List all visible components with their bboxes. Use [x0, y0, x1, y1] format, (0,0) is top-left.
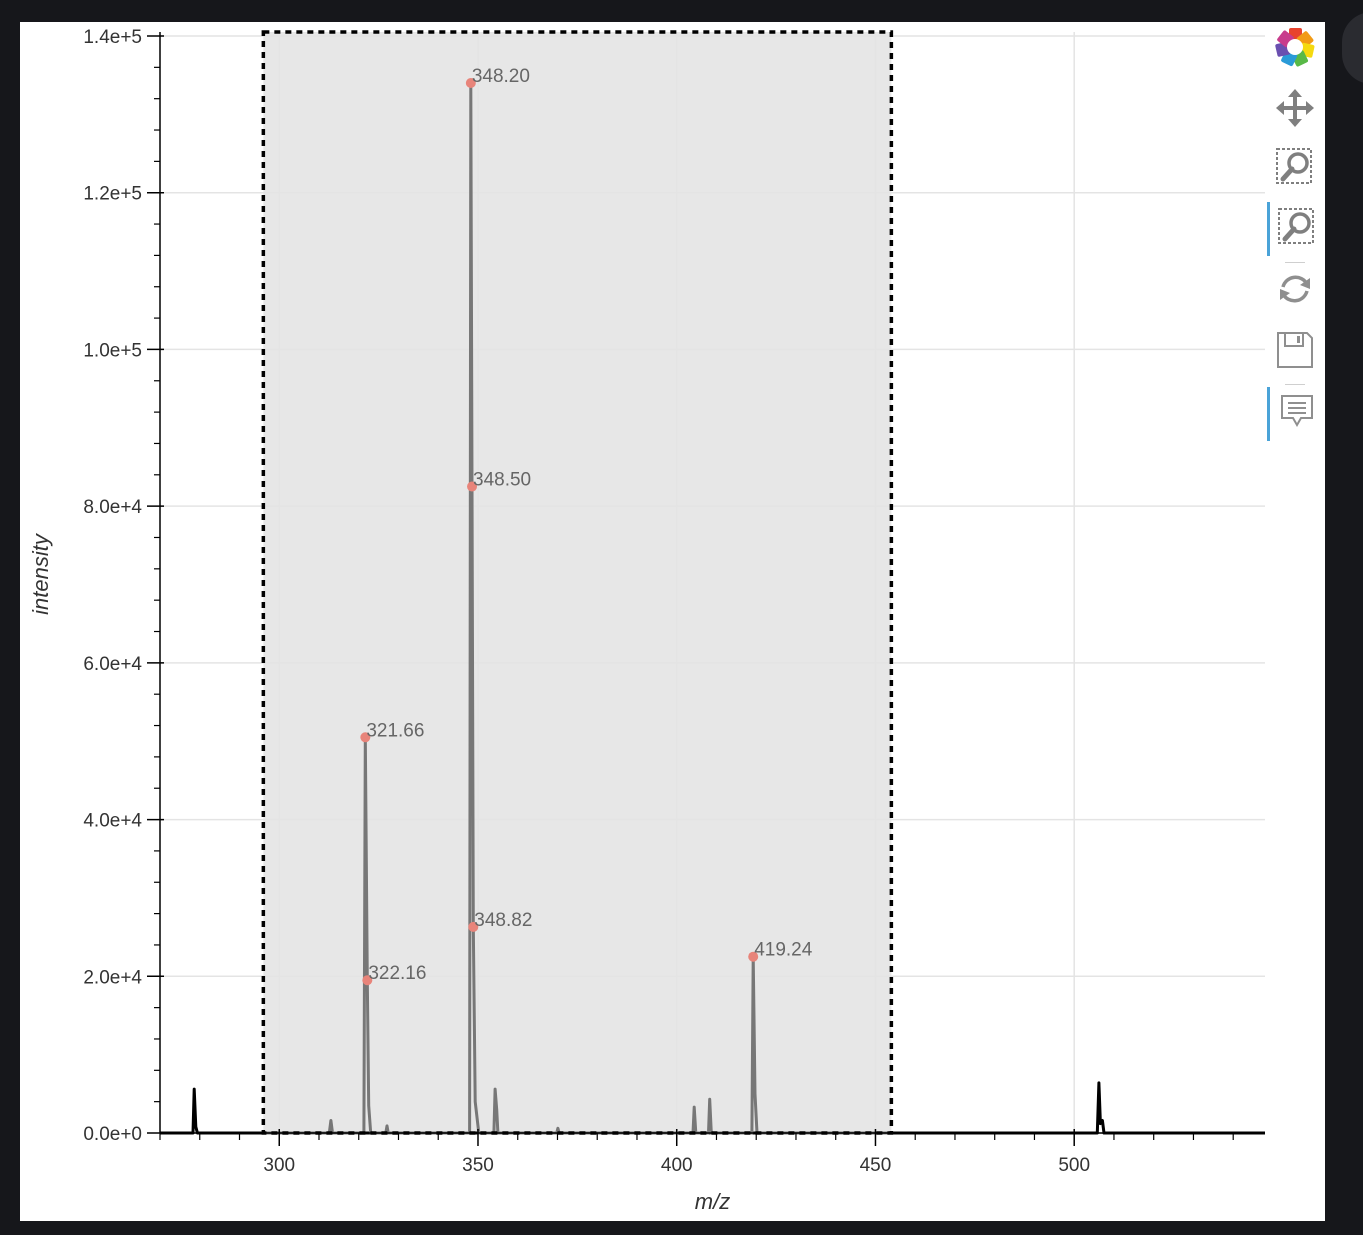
peak-label: 348.20 [472, 66, 530, 87]
reset-icon [1275, 269, 1315, 314]
peak-label: 321.66 [366, 720, 424, 741]
box-zoom-tool-button[interactable] [1267, 142, 1323, 196]
y-tick-label: 1.4e+5 [83, 27, 142, 48]
save-icon [1275, 330, 1315, 375]
x-tick-label: 500 [1058, 1155, 1090, 1176]
pan-icon [1275, 88, 1315, 133]
toolbar [1265, 22, 1325, 462]
selection-box[interactable] [263, 32, 892, 1133]
y-tick-label: 1.0e+5 [83, 340, 142, 361]
x-axis-label: m/z [695, 1189, 730, 1214]
y-tick-label: 0.0e+0 [83, 1124, 142, 1145]
y-tick-label: 4.0e+4 [83, 811, 142, 832]
x-tick-label: 450 [860, 1155, 892, 1176]
peak-label: 322.16 [368, 963, 426, 984]
peak-marker[interactable] [467, 481, 478, 492]
y-tick-label: 2.0e+4 [83, 967, 142, 988]
selection-border [261, 30, 894, 1135]
y-axis-label: intensity [28, 532, 53, 615]
x-tick-label: 350 [462, 1155, 494, 1176]
toolbar-divider [1285, 262, 1305, 263]
save-tool-button[interactable] [1267, 325, 1323, 379]
corner-decoration [1342, 12, 1363, 84]
x-tick-label: 300 [263, 1155, 295, 1176]
peak-marker[interactable] [748, 951, 759, 962]
y-tick-label: 8.0e+4 [83, 497, 142, 518]
hover-tool-button[interactable] [1267, 387, 1323, 441]
bokeh-logo-icon [1273, 25, 1317, 74]
peak-marker[interactable] [362, 975, 373, 986]
bokeh-logo-tool-button[interactable] [1267, 22, 1323, 76]
box-zoom-icon [1275, 147, 1315, 192]
peak-label: 419.24 [754, 940, 813, 961]
peak-label: 348.50 [473, 470, 531, 491]
y-tick-label: 1.2e+5 [83, 184, 142, 205]
y-tick-label: 6.0e+4 [83, 654, 142, 675]
peak-marker[interactable] [465, 78, 476, 89]
box-zoom-tool-button[interactable] [1267, 202, 1323, 256]
peak-marker[interactable] [468, 921, 479, 932]
hover-icon [1277, 392, 1317, 437]
peak-marker[interactable] [360, 732, 371, 743]
toolbar-divider [1285, 384, 1305, 385]
box-zoom-icon [1277, 207, 1317, 252]
reset-tool-button[interactable] [1267, 264, 1323, 318]
peak-label: 348.82 [474, 910, 532, 931]
x-tick-label: 400 [661, 1155, 693, 1176]
pan-tool-button[interactable] [1267, 83, 1323, 137]
